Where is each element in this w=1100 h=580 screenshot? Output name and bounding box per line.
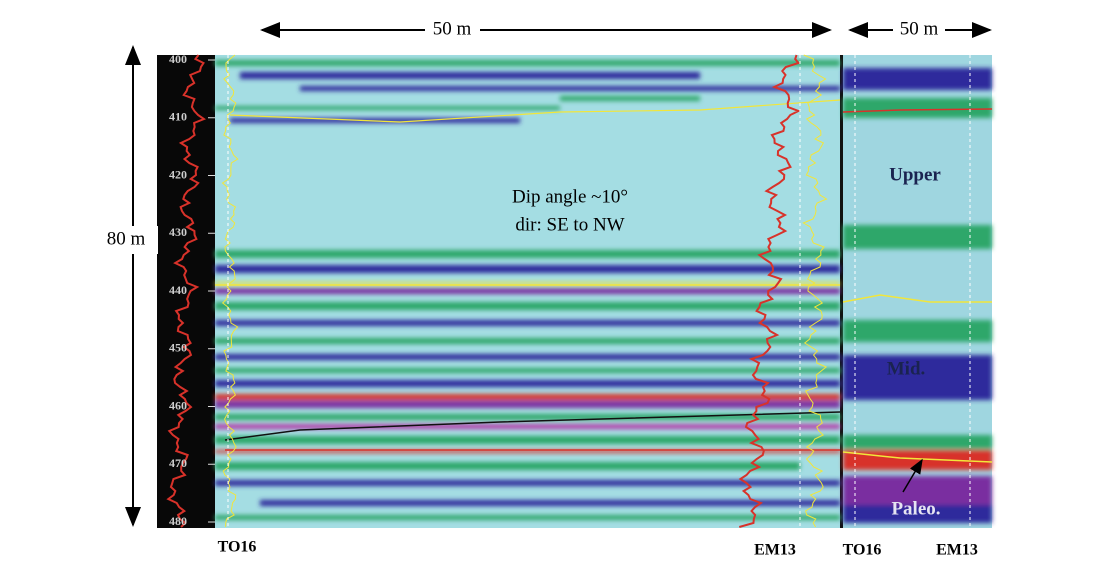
well-label: EM13: [754, 542, 796, 559]
depth-label: 440: [169, 283, 187, 297]
reflector: [215, 462, 800, 470]
depth-strip: [157, 55, 215, 528]
reflector: [843, 355, 992, 400]
unit-label: Upper: [889, 164, 941, 185]
reflector: [215, 282, 840, 285]
horizon: [229, 99, 841, 123]
reflector: [240, 72, 700, 79]
well-label: EM13: [936, 542, 978, 559]
scale-label: 50 m: [900, 18, 939, 39]
pointer-arrow: [902, 458, 923, 493]
reflector: [215, 338, 840, 344]
reflector: [843, 320, 992, 342]
reflector: [215, 265, 840, 273]
reflector: [215, 401, 840, 408]
reflector: [215, 424, 840, 429]
reflector: [260, 500, 840, 506]
unit-label: Mid.: [887, 358, 926, 379]
reflector: [215, 320, 840, 326]
depth-label: 430: [169, 225, 187, 239]
reflector: [215, 394, 840, 400]
horizon: [842, 451, 993, 463]
reflector: [215, 354, 840, 360]
reflector: [215, 380, 840, 387]
reflector: [560, 96, 700, 101]
reflector: [843, 435, 992, 449]
depth-label: 420: [169, 167, 187, 181]
seismic-panel: [843, 55, 992, 528]
well-label: TO16: [218, 539, 257, 556]
gamma-log: [738, 54, 801, 528]
reflector: [843, 476, 992, 506]
reflector: [215, 436, 840, 444]
label-bg: [893, 18, 945, 42]
depth-label: 400: [169, 52, 187, 66]
gamma-log: [221, 54, 239, 528]
scale-label: 50 m: [433, 18, 472, 39]
reflector: [215, 414, 840, 420]
reflector: [300, 86, 840, 91]
reflector: [215, 515, 840, 520]
depth-label: 460: [169, 398, 187, 412]
horizon: [842, 108, 993, 113]
depth-label: 410: [169, 110, 187, 124]
reflector: [843, 98, 992, 118]
reflectors: [215, 60, 992, 523]
well-label: TO16: [843, 542, 882, 559]
reflector: [843, 225, 992, 249]
horizon: [842, 294, 992, 303]
reflector: [215, 250, 840, 258]
gamma-log: [802, 54, 828, 528]
label-bg: [98, 226, 158, 254]
depth-label: 450: [169, 341, 187, 355]
depth-axis: 400 410 420 430 440 450 460 470 480: [169, 52, 215, 528]
reflector: [215, 480, 840, 486]
well-logs: [166, 54, 993, 528]
gamma-log: [166, 54, 207, 528]
label-bg: [425, 18, 480, 42]
depth-label: 470: [169, 456, 187, 470]
reflector: [215, 450, 840, 453]
scale-label: 80 m: [107, 228, 146, 249]
reflector: [215, 288, 840, 294]
panel-divider: [840, 55, 843, 528]
reflector: [215, 302, 840, 310]
reflector: [215, 368, 840, 373]
annotation: Dip angle ~10°: [512, 186, 628, 207]
depth-label: 480: [169, 514, 187, 528]
horizon: [224, 411, 841, 441]
reflector: [843, 505, 992, 523]
annotation: dir: SE to NW: [515, 214, 624, 235]
reflector: [843, 68, 992, 90]
unit-label: Paleo.: [891, 498, 940, 519]
reflector: [215, 106, 560, 110]
reflector: [215, 60, 840, 66]
